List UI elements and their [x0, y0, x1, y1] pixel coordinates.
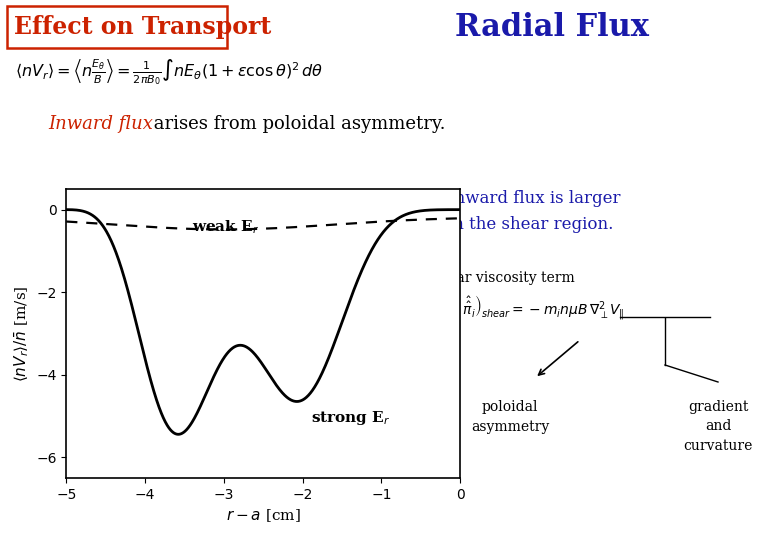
Text: poloidal
asymmetry: poloidal asymmetry — [471, 400, 549, 434]
Text: $\left(\hat{B}\cdot\hat{\nabla}\cdot\hat{\hat{\pi}}_i\right)_{shear} = -m_i n\mu: $\left(\hat{B}\cdot\hat{\nabla}\cdot\hat… — [418, 294, 625, 322]
Text: Inward flux: Inward flux — [48, 115, 153, 133]
Text: Effect on Transport: Effect on Transport — [14, 15, 271, 39]
Text: Inward flux is larger
in the shear region.: Inward flux is larger in the shear regio… — [448, 190, 621, 233]
Text: gradient
and
curvature: gradient and curvature — [683, 400, 753, 453]
Y-axis label: $\langle nV_r\rangle/\bar{n}$ [m/s]: $\langle nV_r\rangle/\bar{n}$ [m/s] — [12, 285, 30, 382]
Text: $\langle nV_r \rangle = \left\langle n\frac{E_\theta}{B}\right\rangle = \frac{1}: $\langle nV_r \rangle = \left\langle n\f… — [15, 57, 324, 87]
Text: strong E$_r$: strong E$_r$ — [310, 409, 390, 427]
Text: shear viscosity term: shear viscosity term — [432, 271, 575, 285]
X-axis label: $r - a$ [cm]: $r - a$ [cm] — [226, 507, 300, 524]
Text: Radial Flux: Radial Flux — [455, 11, 649, 43]
Text: arises from poloidal asymmetry.: arises from poloidal asymmetry. — [148, 115, 445, 133]
FancyBboxPatch shape — [7, 6, 227, 48]
Text: weak E$_r$: weak E$_r$ — [193, 218, 260, 236]
